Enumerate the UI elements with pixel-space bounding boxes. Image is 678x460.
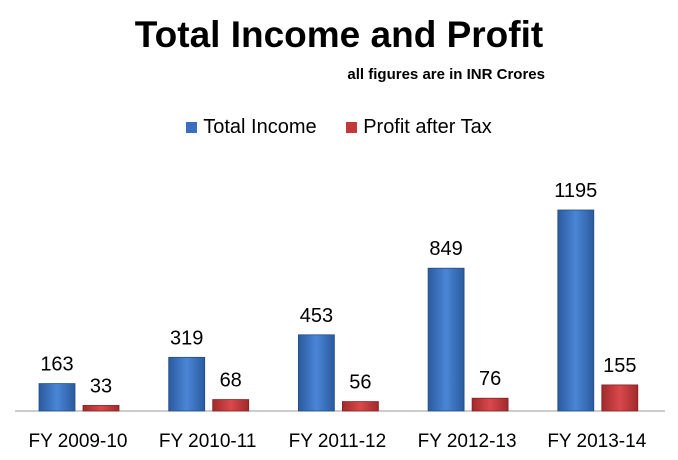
data-label: 1195 [554,180,597,202]
legend-swatch-profit [346,122,358,133]
data-label: 319 [170,327,203,349]
legend-label: Total Income [203,116,317,138]
data-label: 453 [300,305,333,327]
legend-item-profit: Profit after Tax [346,116,492,139]
x-tick-label: FY 2010-11 [159,431,257,452]
data-label: 56 [349,372,371,394]
x-tick-label: FY 2011-12 [289,431,387,452]
data-label: 849 [429,238,462,260]
x-tick-label: FY 2012-13 [418,431,517,452]
x-tick-label: FY 2009-10 [29,431,128,452]
data-label: 163 [40,354,73,376]
bar-profit [82,405,120,412]
legend-label: Profit after Tax [363,116,492,138]
data-label: 76 [479,368,501,390]
bar-profit [341,401,379,412]
bar-total-income [427,267,465,412]
bar-profit [471,397,509,412]
data-label: 33 [90,375,112,397]
bar-profit [212,399,250,412]
bar-profit [601,384,639,412]
bar-total-income [38,383,76,412]
bar-total-income [297,334,335,412]
bar-total-income [557,209,595,412]
bar-total-income [168,356,206,412]
legend-item-total-income: Total Income [186,116,317,139]
legend: Total Income Profit after Tax [0,116,678,139]
chart-title: Total Income and Profit [134,14,544,55]
chart-subtitle: all figures are in INR Crores [347,66,545,83]
legend-swatch-total-income [186,122,198,133]
data-label: 68 [220,370,242,392]
data-label: 155 [603,355,636,377]
x-tick-label: FY 2013-14 [547,431,646,452]
